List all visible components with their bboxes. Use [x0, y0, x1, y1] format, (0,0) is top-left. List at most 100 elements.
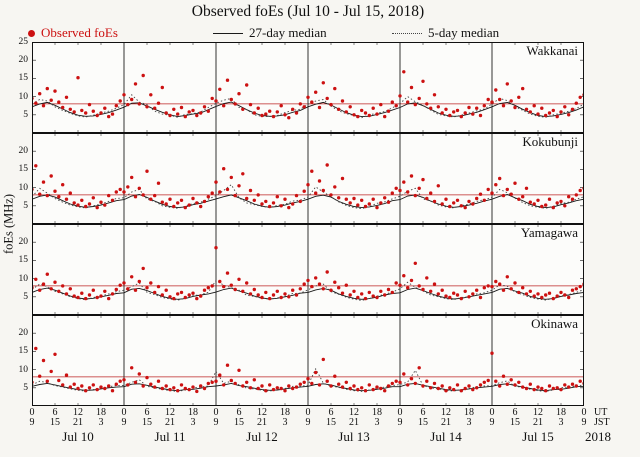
y-tick-label: 5	[23, 200, 28, 211]
ut-tick-label: 12	[349, 407, 359, 418]
ut-tick-label: 0	[121, 407, 127, 418]
y-tick-label: 10	[18, 182, 29, 193]
jst-tick-label: 21	[533, 417, 543, 428]
legend-5day-label: 5-day median	[428, 25, 500, 40]
jst-tick-label: 15	[234, 417, 244, 428]
legend-27day-label: 27-day median	[249, 25, 327, 40]
jst-axis-label: JST	[594, 417, 610, 428]
ut-tick-label: 18	[464, 407, 474, 418]
y-tick-label: 20	[18, 146, 29, 157]
panel-plot-svg	[32, 315, 584, 406]
station-label: Okinawa	[531, 316, 578, 331]
ut-tick-label: 0	[397, 407, 403, 418]
jst-tick-label: 3	[558, 417, 564, 428]
jst-tick-label: 21	[441, 417, 451, 428]
x-axis-jst-row: JST 9 15 21 3 9 15 21 3 9 15 21 3 9 15 21 3 9 15 21 3 9 15 21 3…	[29, 417, 610, 428]
jst-tick-label: 9	[121, 417, 127, 428]
panel-yamagawa: Yamagawa 5 10 15 20	[19, 224, 584, 315]
jst-tick-label: 9	[397, 417, 403, 428]
panel-okinawa: Okinawa 5 10 15 20	[19, 315, 584, 406]
observed-points	[32, 346, 584, 394]
ut-tick-label: 6	[420, 407, 426, 418]
ut-tick-label: 0	[489, 407, 495, 418]
day-label: Jul 14	[430, 429, 462, 444]
y-tick-label: 5	[23, 109, 28, 120]
median5-line	[32, 367, 584, 392]
jst-tick-label: 21	[349, 417, 359, 428]
jst-tick-label: 15	[326, 417, 336, 428]
y-tick-label: 15	[18, 164, 29, 175]
ut-tick-label: 6	[52, 407, 58, 418]
jst-tick-label: 3	[282, 417, 288, 428]
jst-tick-label: 21	[257, 417, 267, 428]
median27-line	[32, 287, 584, 300]
panel-border	[32, 133, 584, 224]
jst-tick-label: 9	[305, 417, 311, 428]
ut-tick-label: 6	[236, 407, 242, 418]
ut-axis-label: UT	[594, 407, 608, 418]
ut-tick-label: 12	[257, 407, 267, 418]
y-tick-label: 10	[18, 91, 29, 102]
day-label: Jul 12	[246, 429, 278, 444]
y-tick-label: 20	[18, 328, 29, 339]
jst-tick-label: 15	[142, 417, 152, 428]
day-label: Jul 15	[522, 429, 554, 444]
dotted-line-icon	[392, 32, 422, 34]
solid-line-icon	[213, 32, 243, 34]
jst-tick-label: 15	[50, 417, 60, 428]
y-tick-label: 20	[18, 55, 29, 66]
x-axis-ut-row: UT 0 6 12 18 0 6 12 18 0 6 12 18 0 6 12 18 0 6 12 18 0 6 12 18 0	[29, 407, 608, 418]
jst-tick-label: 15	[418, 417, 428, 428]
observed-points	[32, 70, 584, 120]
ut-tick-label: 18	[188, 407, 198, 418]
median5-line	[32, 94, 584, 119]
panel-plot-svg	[32, 224, 584, 315]
y-tick-label: 20	[18, 237, 29, 248]
jst-tick-label: 9	[29, 417, 35, 428]
day-label: Jul 10	[62, 429, 94, 444]
ut-tick-label: 0	[305, 407, 311, 418]
panel-wakkanai: Wakkanai 5 10 15 20 25	[19, 37, 584, 133]
observed-points	[32, 163, 584, 210]
panel-border	[32, 224, 584, 315]
jst-tick-label: 21	[165, 417, 175, 428]
ut-tick-label: 6	[512, 407, 518, 418]
legend-observed-label: Observed foEs	[41, 25, 118, 40]
chart-title: Observed foEs (Jul 10 - Jul 15, 2018)	[191, 3, 425, 20]
y-tick-label: 15	[18, 73, 29, 84]
y-tick-label: 10	[18, 273, 29, 284]
y-tick-label: 5	[23, 291, 28, 302]
panel-plot-svg	[32, 42, 584, 133]
day-label: Jul 11	[154, 429, 186, 444]
jst-tick-label: 15	[510, 417, 520, 428]
station-label: Wakkanai	[526, 43, 578, 58]
ut-tick-label: 6	[144, 407, 150, 418]
legend-5day-median: 5-day median	[392, 25, 499, 41]
ut-tick-label: 12	[533, 407, 543, 418]
jst-tick-label: 9	[213, 417, 219, 428]
jst-tick-label: 3	[374, 417, 380, 428]
y-tick-label: 25	[18, 37, 29, 47]
panel-kokubunji: Kokubunji 5 10 15 20	[19, 133, 584, 224]
ut-tick-label: 0	[213, 407, 219, 418]
median27-line	[32, 101, 584, 118]
plot-area: Wakkanai 5 10 15 20 25 Kokubunji 5 10 15 20 Yam…	[19, 37, 584, 406]
ut-tick-label: 18	[280, 407, 290, 418]
y-tick-label: 15	[18, 255, 29, 266]
y-tick-label: 10	[18, 364, 29, 375]
ut-tick-label: 0	[29, 407, 35, 418]
jst-tick-label: 3	[98, 417, 104, 428]
ut-tick-label: 18	[96, 407, 106, 418]
legend-observed: Observed foEs	[28, 25, 118, 41]
red-dot-icon	[28, 29, 35, 37]
ut-tick-label: 12	[441, 407, 451, 418]
jst-tick-label: 3	[466, 417, 472, 428]
jst-tick-label: 9	[489, 417, 495, 428]
legend-27day-median: 27-day median	[213, 25, 327, 41]
ut-tick-label: 18	[372, 407, 382, 418]
ut-tick-label: 6	[328, 407, 334, 418]
jst-tick-label: 21	[73, 417, 83, 428]
ut-tick-label: 12	[165, 407, 175, 418]
panel-border	[32, 315, 584, 406]
